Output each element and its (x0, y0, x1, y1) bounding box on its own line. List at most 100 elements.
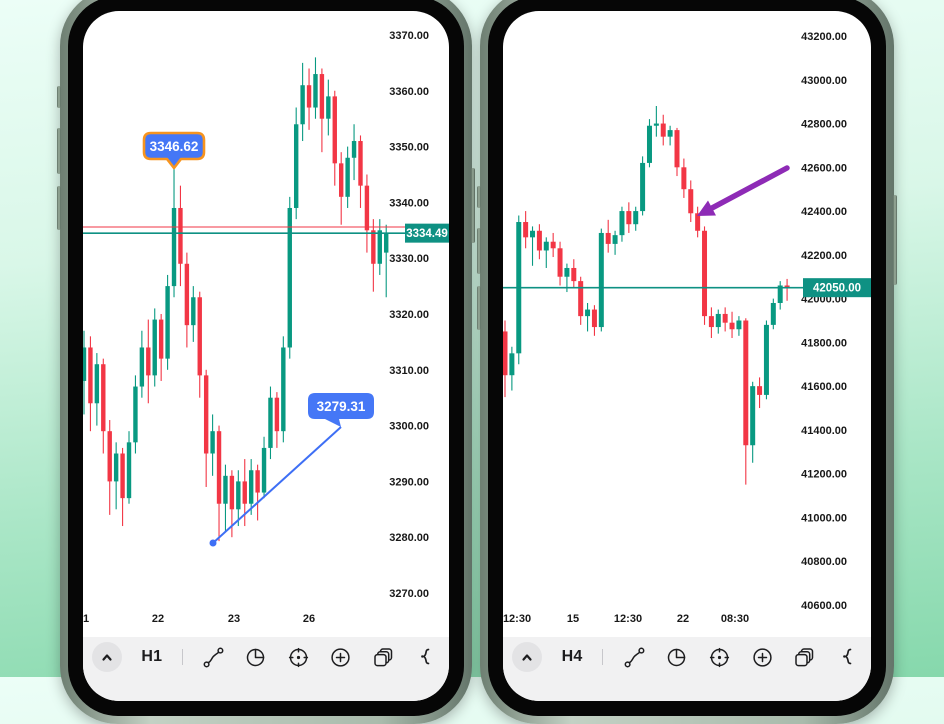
plus-circle-icon (753, 647, 772, 667)
volume-up-button (477, 228, 481, 274)
chart-canvas[interactable]: 43200.00 43000.00 42800.00 42600.00 42400.00… (503, 11, 871, 700)
x-tick-label: 12:30 (614, 613, 642, 625)
candle-body (646, 125, 652, 163)
chart-toolbar: H4 (503, 637, 871, 701)
candle-body (557, 248, 563, 277)
mute-switch (57, 86, 61, 108)
y-tick-label: 3360.00 (389, 86, 429, 98)
chart-canvas[interactable]: 3370.00 3360.00 3350.00 3340.00 3330.00 3320.… (83, 11, 449, 700)
y-tick-label: 3330.00 (389, 253, 429, 265)
candle-body (784, 285, 790, 288)
indicators-button[interactable] (244, 642, 267, 672)
candles (503, 106, 790, 485)
candle-body (293, 124, 299, 208)
candle-body (332, 96, 337, 164)
candle-body (165, 286, 170, 359)
candle-body (287, 207, 292, 348)
x-tick-label: 22 (152, 613, 164, 625)
x-tick-label: 21 (83, 613, 89, 625)
candle-body (191, 297, 196, 326)
pie-chart-icon (247, 648, 265, 666)
x-tick-label: 15 (567, 613, 579, 625)
candle-body (722, 313, 728, 323)
crosshair-icon (288, 647, 308, 667)
timeframe-button[interactable]: H4 (562, 642, 583, 672)
arrow-annotation[interactable] (703, 165, 790, 215)
candle-body (681, 167, 687, 190)
drawing-tools-button[interactable] (623, 642, 646, 672)
layouts-button[interactable] (793, 642, 816, 672)
candle-body (152, 319, 157, 376)
trendline-tool-icon (203, 647, 224, 667)
candle-body (653, 123, 659, 126)
y-tick-label: 42400.00 (801, 206, 847, 218)
candle-body (729, 322, 735, 330)
candle-body (715, 313, 721, 328)
y-tick-label: 41600.00 (801, 381, 847, 393)
price-badge (803, 278, 871, 298)
crosshair-button[interactable] (287, 642, 310, 672)
candle-body (598, 232, 604, 328)
arrow-head[interactable] (697, 200, 716, 217)
y-tick-label: 43000.00 (801, 75, 847, 87)
add-button[interactable] (329, 642, 352, 672)
x-tick-label: 08:30 (721, 613, 749, 625)
candle-body (326, 96, 331, 119)
y-tick-label: 41800.00 (801, 337, 847, 349)
candle-body (216, 431, 222, 504)
trendline-drawing[interactable] (212, 426, 342, 544)
price-callout[interactable] (308, 393, 374, 427)
candle-body (509, 353, 515, 376)
more-button[interactable] (414, 642, 437, 672)
crosshair-button[interactable] (708, 642, 731, 672)
layouts-button[interactable] (372, 642, 395, 672)
phone-bezel: 3370.00 3360.00 3350.00 3340.00 3330.00 3320.… (68, 0, 464, 716)
y-tick-label: 3320.00 (389, 309, 429, 321)
add-button[interactable] (751, 642, 774, 672)
candle-body (543, 241, 549, 251)
candle-body (667, 130, 673, 137)
candle-body (736, 320, 742, 330)
candle-body (550, 241, 556, 249)
price-badge-label: 3334.49 (406, 228, 448, 240)
plus-circle-icon (331, 647, 350, 667)
volume-down-button (57, 186, 61, 230)
x-tick-label: 26 (303, 613, 315, 625)
candle-body (503, 331, 508, 376)
y-tick-label: 3340.00 (389, 197, 429, 209)
candle-body (120, 453, 125, 499)
y-tick-label: 40600.00 (801, 600, 847, 612)
candle-body (281, 347, 286, 432)
candle-body (268, 397, 273, 448)
candle-body (578, 281, 584, 317)
candle-body (660, 123, 666, 137)
trendline-anchor-dot[interactable] (209, 539, 217, 547)
candle-body (339, 163, 344, 197)
volume-down-button (477, 286, 481, 330)
phone-screen: 43200.00 43000.00 42800.00 42600.00 42400.00… (503, 11, 871, 701)
x-tick-label: 12:30 (503, 613, 531, 625)
candle-body (184, 263, 190, 326)
y-tick-label: 41400.00 (801, 425, 847, 437)
indicators-button[interactable] (665, 642, 688, 672)
candle-body (242, 481, 247, 504)
candle-body (763, 324, 769, 395)
curly-brace-icon (843, 648, 852, 664)
candle-body (585, 309, 591, 317)
timeframe-button[interactable]: H1 (141, 642, 162, 672)
x-tick-label: 23 (228, 613, 240, 625)
candle-body (688, 189, 694, 214)
collapse-toolbar-button[interactable] (92, 642, 122, 672)
y-tick-label: 3280.00 (389, 532, 429, 544)
candle-body (274, 397, 280, 432)
candle-body (171, 207, 177, 287)
candle-body (530, 230, 536, 238)
more-button[interactable] (836, 642, 859, 672)
drawing-tools-button[interactable] (202, 642, 225, 672)
y-tick-label: 41200.00 (801, 469, 847, 481)
price-callout[interactable] (142, 131, 206, 170)
layers-icon (795, 647, 814, 666)
candle-body (107, 431, 112, 482)
candle-body (358, 141, 363, 186)
collapse-toolbar-button[interactable] (512, 642, 542, 672)
